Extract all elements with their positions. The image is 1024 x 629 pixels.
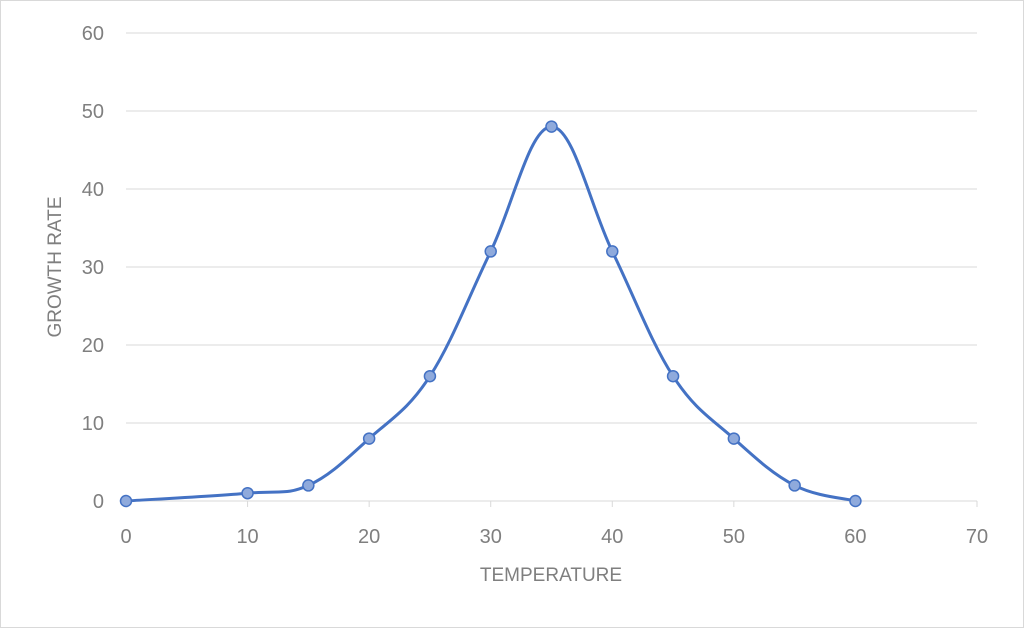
gridlines — [126, 32, 977, 424]
y-tick-label: 60 — [82, 23, 104, 45]
x-tick-label: 50 — [723, 526, 745, 548]
y-axis-ticks: 0 10 20 30 40 50 60 — [82, 23, 104, 513]
series — [119, 120, 862, 508]
x-axis-title: TEMPERATURE — [480, 565, 622, 586]
data-point-35 — [545, 120, 558, 133]
data-point-50 — [727, 432, 741, 445]
series-line-0 — [125, 125, 856, 503]
data-point-40 — [606, 245, 619, 258]
data-point-25 — [423, 369, 437, 383]
data-point-45 — [666, 369, 680, 383]
data-point-55 — [788, 479, 801, 492]
x-tick-label: 60 — [844, 526, 866, 548]
x-tick-label: 70 — [966, 526, 988, 548]
y-tick-label: 50 — [82, 101, 104, 123]
y-tick-label: 20 — [82, 335, 104, 357]
data-point-20 — [362, 432, 376, 445]
y-tick-label: 0 — [93, 491, 104, 513]
data-point-30 — [484, 245, 497, 258]
y-tick-label: 30 — [82, 257, 104, 279]
x-tick-label: 0 — [120, 526, 131, 548]
y-axis-title: GROWTH RATE — [45, 196, 66, 337]
data-point-10 — [241, 486, 254, 500]
y-tick-label: 40 — [82, 179, 104, 201]
x-axis: 0 10 20 30 40 50 60 70 — [120, 500, 988, 548]
data-point-60 — [849, 494, 862, 508]
x-tick-label: 10 — [236, 526, 258, 548]
x-tick-label: 20 — [358, 526, 380, 548]
x-tick-label: 40 — [601, 526, 623, 548]
y-tick-label: 10 — [82, 413, 104, 435]
data-point-15 — [302, 479, 315, 492]
data-point-0 — [119, 494, 133, 508]
x-tick-label: 30 — [480, 526, 502, 548]
